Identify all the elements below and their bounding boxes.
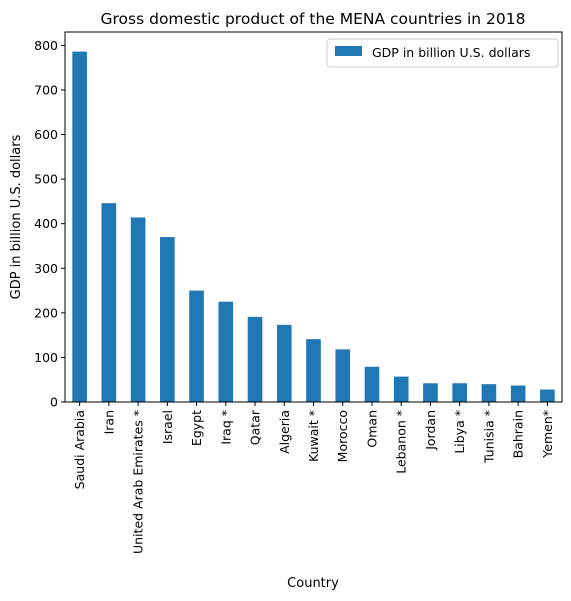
x-tick-label: Oman <box>364 410 379 448</box>
bar <box>276 324 292 402</box>
x-tick-label: Libya * <box>452 410 467 454</box>
bar <box>160 237 175 402</box>
x-tick-label: Yemen* <box>540 410 555 459</box>
bar <box>364 366 380 402</box>
legend-label: GDP in billion U.S. dollars <box>372 45 530 60</box>
x-tick-label: Morocco <box>335 410 350 462</box>
x-tick-label: Iran <box>101 410 116 434</box>
x-tick-label: Egypt <box>189 410 204 446</box>
x-tick-label: Lebanon * <box>394 410 409 474</box>
bar <box>306 339 321 402</box>
bar <box>189 290 204 402</box>
y-tick-label: 300 <box>34 261 58 276</box>
bar <box>540 389 555 402</box>
x-axis: Saudi Arabia Iran United Arab Emirates * Is… <box>72 402 555 554</box>
plot-frame <box>64 31 563 403</box>
bar <box>510 385 526 402</box>
bar <box>247 316 263 402</box>
bar <box>452 383 467 402</box>
bar <box>218 301 234 402</box>
y-axis: 0 100 200 300 400 500 600 700 800 <box>34 38 65 410</box>
bar <box>481 384 497 402</box>
bar <box>101 203 117 402</box>
y-axis-label: GDP in billion U.S. dollars <box>9 134 24 299</box>
y-tick-label: 500 <box>34 172 58 187</box>
x-tick-label: Algeria <box>277 410 292 454</box>
y-tick-label: 0 <box>50 395 58 410</box>
x-tick-label: Kuwait * <box>306 410 321 462</box>
bar <box>130 217 146 402</box>
bar <box>335 349 351 402</box>
y-tick-label: 600 <box>34 127 58 142</box>
y-tick-label: 200 <box>34 305 58 320</box>
x-tick-label: Jordan <box>423 410 438 451</box>
x-tick-label: United Arab Emirates * <box>131 410 146 554</box>
y-tick-label: 700 <box>34 82 58 97</box>
bars <box>72 51 555 403</box>
legend: GDP in billion U.S. dollars <box>326 38 559 68</box>
legend-swatch <box>335 46 362 56</box>
x-tick-label: Saudi Arabia <box>72 410 87 489</box>
x-axis-label: Country <box>287 576 339 591</box>
legend-frame <box>326 38 559 68</box>
x-tick-label: Bahrain <box>511 410 526 458</box>
y-tick-label: 100 <box>34 350 58 365</box>
y-tick-label: 800 <box>34 38 58 53</box>
bar <box>423 383 438 402</box>
x-tick-label: Israel <box>160 410 175 444</box>
chart-title: Gross domestic product of the MENA count… <box>101 10 526 28</box>
x-tick-label: Iraq * <box>218 410 233 445</box>
bar <box>393 376 409 402</box>
bar <box>72 51 87 403</box>
y-tick-label: 400 <box>34 216 58 231</box>
x-tick-label: Tunisia * <box>481 410 496 464</box>
x-tick-label: Qatar <box>248 409 263 445</box>
